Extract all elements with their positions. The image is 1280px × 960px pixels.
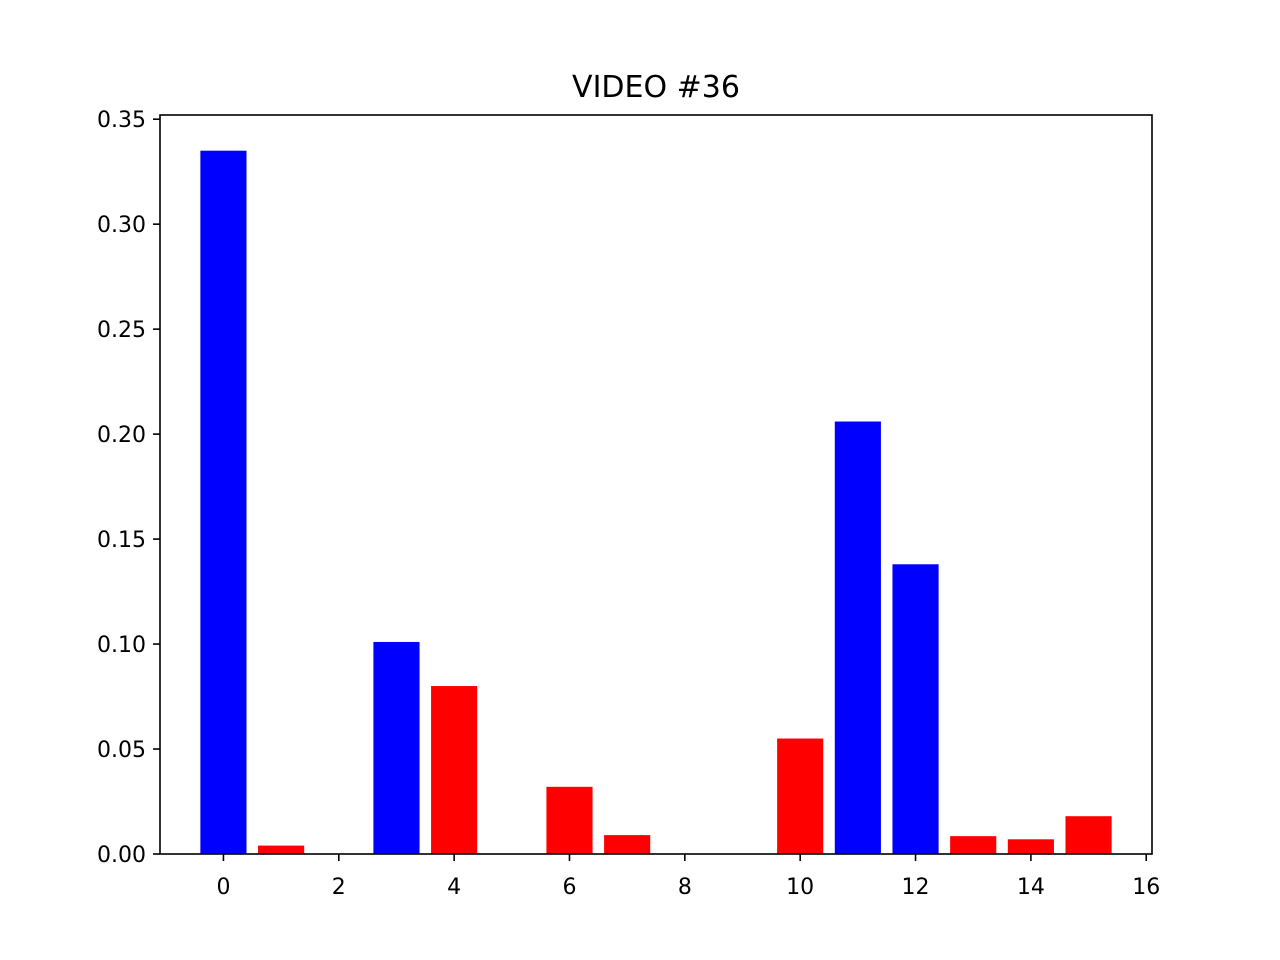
bar-4 [431,686,478,854]
x-axis: 0 2 4 6 8 10 12 14 16 [216,854,1160,900]
x-tick-label-8: 8 [678,875,692,900]
y-axis: 0.00 0.05 0.10 0.15 0.20 0.25 0.30 0.35 [97,108,160,868]
x-tick-label-12: 12 [902,875,930,900]
y-tick-label-7: 0.35 [97,108,146,133]
y-tick-label-0: 0.00 [97,843,146,868]
y-tick-label-3: 0.15 [97,528,146,553]
x-tick-label-6: 6 [562,875,576,900]
bar-14 [1007,839,1054,854]
bar-13 [950,836,997,854]
bar-1 [258,845,305,854]
x-tick-label-4: 4 [447,875,461,900]
y-tick-label-2: 0.10 [97,633,146,658]
bar-15 [1065,816,1112,854]
y-tick-label-1: 0.05 [97,738,146,763]
bar-3 [373,641,420,854]
bars-group [200,150,1112,854]
x-tick-label-10: 10 [786,875,814,900]
bar-6 [546,786,593,854]
bar-12 [892,564,939,854]
bar-11 [834,421,881,854]
bar-10 [777,738,824,854]
axes-frame [159,114,1153,855]
bar-0 [200,150,247,854]
x-tick-label-14: 14 [1017,875,1045,900]
x-tick-label-0: 0 [216,875,230,900]
y-tick-label-5: 0.25 [97,318,146,343]
x-tick-label-16: 16 [1132,875,1160,900]
bar-7 [604,835,651,854]
chart-title: VIDEO #36 [572,70,740,105]
y-tick-label-4: 0.20 [97,423,146,448]
y-tick-label-6: 0.30 [97,213,146,238]
x-tick-label-2: 2 [332,875,346,900]
